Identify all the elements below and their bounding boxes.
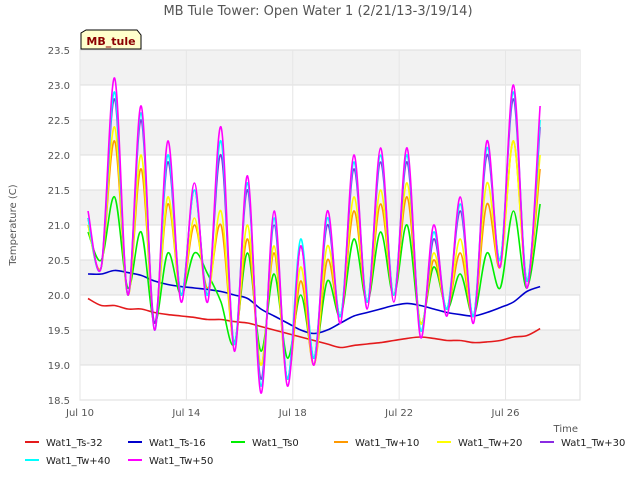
y-axis-ticks: 18.5 19.0 19.5 20.0 20.5 21.0 21.5 22.0 22.5 23.0…	[48, 46, 70, 407]
legend-label-wat1-tw-10: Wat1_Tw+10	[355, 438, 419, 449]
legend-label-wat1-ts-16: Wat1_Ts-16	[149, 438, 206, 449]
legend-label-wat1-tw-40: Wat1_Tw+40	[46, 456, 110, 467]
series-line-wat1-ts-32	[87, 297, 541, 349]
x-tick-label: Jul 10	[65, 408, 94, 419]
legend: Wat1_Ts-32 Wat1_Ts-16 Wat1_Ts0 Wat1_Tw+10 Wa…	[25, 438, 625, 467]
x-axis-title: Time	[553, 424, 578, 435]
plot-band	[80, 50, 580, 85]
legend-label-wat1-tw-20: Wat1_Tw+20	[458, 438, 522, 449]
chart-title: MB Tule Tower: Open Water 1 (2/21/13-3/1…	[163, 4, 472, 19]
y-tick-label: 19.5	[48, 326, 70, 337]
y-tick-label: 23.0	[48, 81, 70, 92]
legend-label-wat1-tw-30: Wat1_Tw+30	[561, 438, 625, 449]
plot-band	[80, 120, 580, 155]
x-tick-label: Jul 22	[384, 408, 413, 419]
y-tick-label: 22.5	[48, 116, 70, 127]
legend-label-wat1-tw-50: Wat1_Tw+50	[149, 456, 213, 467]
y-tick-label: 18.5	[48, 396, 70, 407]
y-tick-label: 20.5	[48, 256, 70, 267]
x-tick-label: Jul 14	[171, 408, 200, 419]
legend-label-wat1-ts-32: Wat1_Ts-32	[46, 438, 103, 449]
y-tick-label: 22.0	[48, 151, 70, 162]
plot-band	[80, 330, 580, 365]
site-label: MB_tule	[86, 35, 135, 48]
y-axis-title: Temperature (C)	[8, 184, 19, 266]
series-line-wat1-tw-50	[87, 77, 541, 394]
site-label-box: MB_tule	[80, 29, 142, 50]
x-tick-label: Jul 26	[491, 408, 520, 419]
y-tick-label: 21.5	[48, 186, 70, 197]
legend-label-wat1-ts0: Wat1_Ts0	[252, 438, 299, 449]
y-tick-label: 19.0	[48, 361, 70, 372]
x-tick-label: Jul 18	[278, 408, 307, 419]
series-line-wat1-ts-16	[87, 269, 541, 335]
y-tick-label: 21.0	[48, 221, 70, 232]
y-tick-label: 23.5	[48, 46, 70, 57]
y-tick-label: 20.0	[48, 291, 70, 302]
x-axis-ticks: Jul 10 Jul 14 Jul 18 Jul 22 Jul 26	[65, 408, 520, 419]
series-lines	[87, 77, 541, 394]
